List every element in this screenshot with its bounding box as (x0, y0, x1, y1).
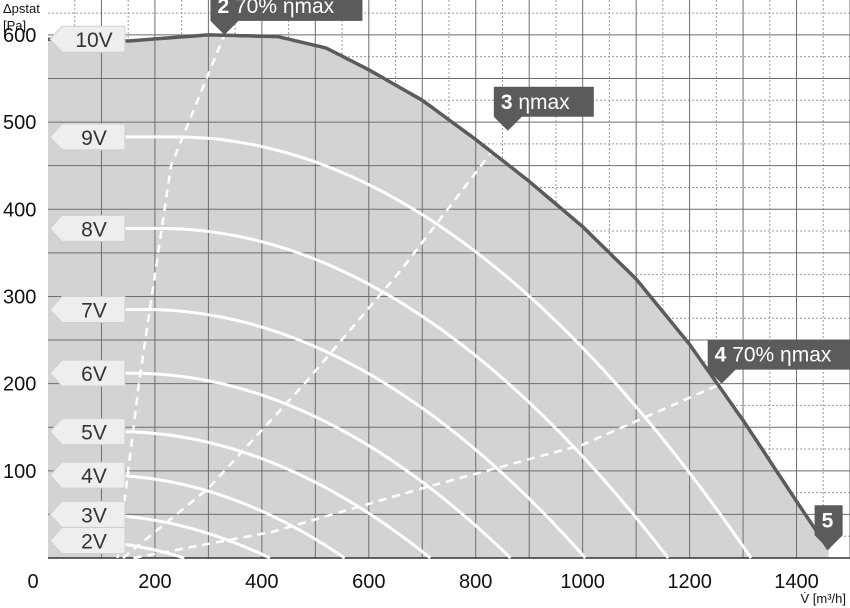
voltage-tag-5v: 5V (49, 418, 126, 446)
x-tick-label: 1200 (667, 571, 712, 593)
voltage-tag-label: 4V (81, 465, 107, 488)
voltage-curve-4v (125, 474, 346, 560)
voltage-tag-label: 10V (75, 29, 112, 52)
voltage-tag-10v: 10V (49, 25, 126, 53)
voltage-tag-8v: 8V (49, 214, 126, 242)
operating-point-text: 70% ηmax (726, 344, 832, 367)
operating-point-3: 3 ηmax (493, 86, 594, 131)
efficiency-lines (116, 34, 723, 560)
operating-point-number: 3 (501, 91, 513, 114)
efficiency-line-3 (133, 382, 723, 560)
x-tick-label: 400 (245, 571, 278, 593)
voltage-tag-7v: 7V (49, 296, 126, 324)
operating-point-label: 3 ηmax (501, 91, 570, 114)
operating-point-2: 2 70% ηmax (210, 0, 363, 35)
operating-point-flag (210, 0, 363, 35)
y-axis-ticks: 100 200 300 400 500 600 (3, 25, 36, 483)
y-tick-label: 300 (3, 286, 36, 308)
voltage-tag-shape (49, 418, 126, 446)
voltage-curve-3v (125, 514, 271, 560)
voltage-tag-shape (49, 214, 126, 242)
operating-point-flag (814, 505, 843, 550)
voltage-tag-shape (49, 461, 126, 489)
voltage-tag-4v: 4V (49, 461, 126, 489)
x-tick-label: 1000 (560, 571, 605, 593)
voltage-tag-3v: 3V (49, 500, 126, 528)
operating-point-text: ηmax (513, 91, 571, 114)
voltage-curve-7v (125, 308, 587, 559)
voltage-curves (125, 135, 753, 560)
voltage-curve-6v (125, 371, 512, 560)
operating-point-number: 2 (217, 0, 229, 18)
voltage-tag-label: 9V (81, 127, 107, 150)
voltage-tag-shape (49, 123, 126, 151)
x-axis-title: V̇ [m³/h] (800, 591, 846, 606)
voltage-curve-8v (125, 226, 670, 559)
x-tick-label: 1400 (774, 571, 819, 593)
operating-point-number: 4 (715, 344, 727, 367)
operating-point-label: 2 70% ηmax (217, 0, 334, 18)
x-axis-ticks: 0 200 400 600 800 1000 1200 1400 (27, 571, 818, 593)
voltage-tag-shape (49, 500, 126, 528)
efficiency-line-2 (122, 130, 509, 559)
x-tick-label: 200 (138, 571, 171, 593)
y-tick-label: 400 (3, 199, 36, 221)
voltage-tag-label: 2V (81, 531, 107, 554)
voltage-tag-9v: 9V (49, 123, 126, 151)
operating-point-flag (707, 339, 850, 384)
voltage-tag-6v: 6V (49, 359, 126, 387)
voltage-tag-label: 3V (81, 504, 107, 527)
y-axis-unit: [Pa] (3, 18, 26, 33)
voltage-tag-shape (49, 296, 126, 324)
voltage-tag-label: 6V (81, 363, 107, 386)
voltage-tag-label: 7V (81, 300, 107, 323)
y-tick-label: 200 (3, 374, 36, 396)
voltage-tag-shape (49, 25, 126, 53)
voltage-tag-shape (49, 359, 126, 387)
max-curve-10v (47, 33, 831, 551)
voltage-tags: 10V 9V 8V 7V 6V 5V 4V 3V 2V (49, 25, 126, 555)
operating-point-4: 4 70% ηmax (707, 339, 850, 384)
y-tick-label: 100 (3, 461, 36, 483)
operating-point-label: 4 70% ηmax (715, 344, 832, 367)
voltage-tag-label: 8V (81, 218, 107, 241)
voltage-curve-2v (125, 543, 185, 560)
x-tick-label: 600 (352, 571, 385, 593)
y-tick-label: 600 (3, 25, 36, 47)
operating-point-flag (493, 86, 594, 131)
voltage-tag-2v: 2V (49, 527, 126, 555)
y-axis-title: Δpstat (3, 1, 40, 16)
operating-point-markers: 2 70% ηmax 3 ηmax 4 70% ηmax 5 (210, 0, 850, 550)
efficiency-line-1 (116, 34, 226, 559)
voltage-tag-shape (49, 527, 126, 555)
operating-point-number: 5 (822, 509, 834, 532)
y-tick-label: 500 (3, 112, 36, 134)
voltage-tag-label: 5V (81, 422, 107, 445)
voltage-curve-9v (125, 135, 753, 559)
x-tick-label: 0 (27, 571, 38, 593)
voltage-curve-5v (125, 430, 432, 560)
x-tick-label: 800 (459, 571, 492, 593)
operating-point-label: 5 (822, 509, 834, 532)
operating-point-5: 5 (814, 505, 843, 550)
operating-point-text: 70% ηmax (229, 0, 335, 18)
